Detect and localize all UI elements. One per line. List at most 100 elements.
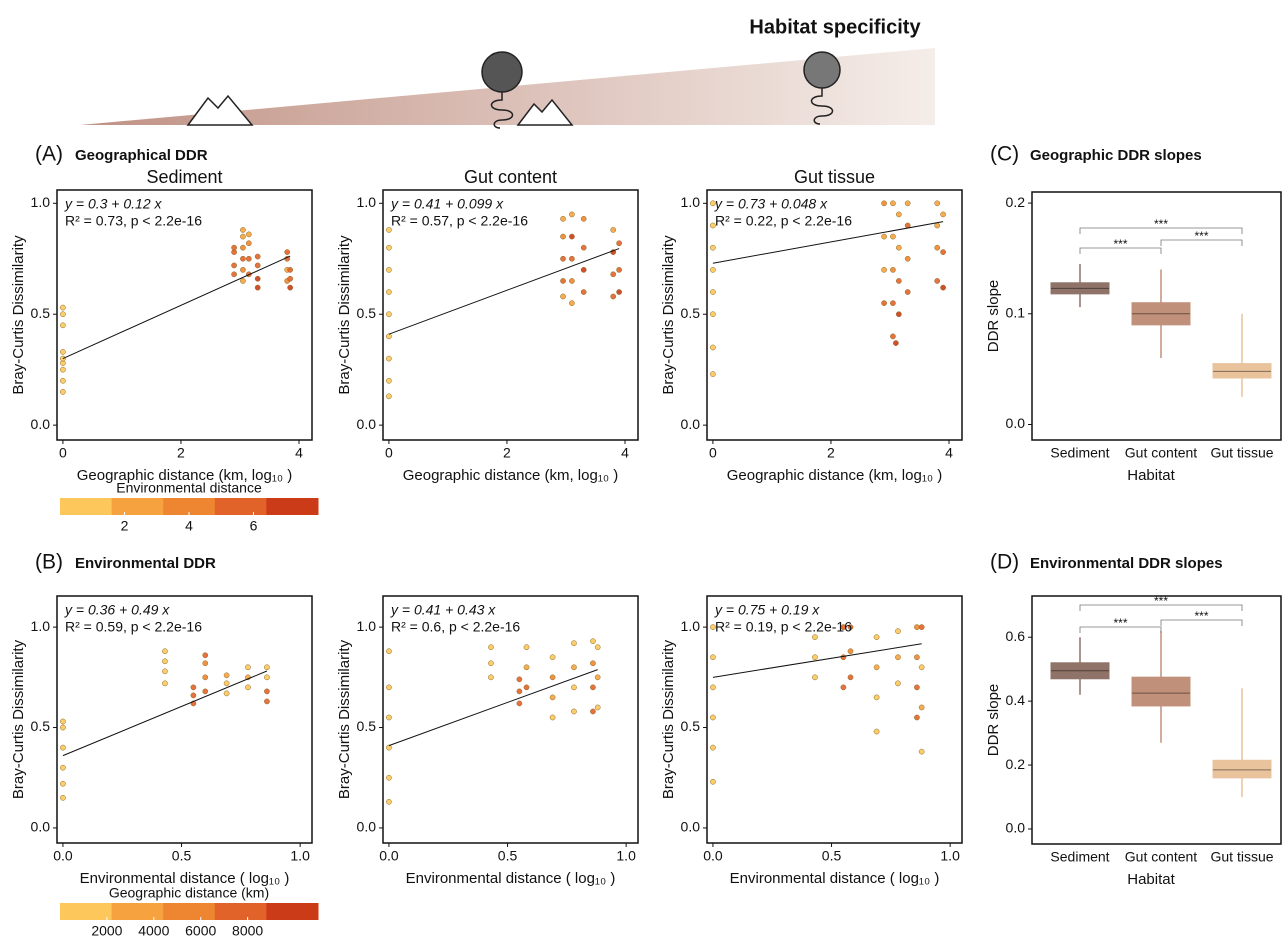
point	[386, 333, 392, 340]
x-tick-label: 2	[827, 445, 835, 461]
point	[890, 267, 896, 273]
panel-letter: (C)	[990, 143, 1019, 166]
y-tick-label: 1.0	[31, 194, 51, 210]
x-tick-label: Gut content	[1125, 849, 1197, 865]
y-tick-label: 0.0	[1006, 415, 1026, 431]
point	[245, 240, 252, 247]
point	[386, 227, 392, 233]
point	[890, 300, 896, 306]
x-axis-label: Geographic distance (km, log₁₀ )	[403, 467, 619, 484]
point	[240, 255, 246, 262]
x-tick-label: 4	[295, 445, 303, 461]
point	[488, 644, 494, 651]
point	[231, 271, 237, 278]
x-tick-label: 2	[503, 445, 511, 461]
point	[890, 233, 896, 240]
point	[549, 654, 556, 661]
point	[580, 267, 587, 273]
x-tick-label: 0.0	[703, 848, 723, 864]
point	[840, 684, 847, 691]
equation: R² = 0.6, p < 2.2e-16	[391, 619, 520, 635]
point	[710, 222, 716, 229]
point	[840, 654, 847, 661]
point	[594, 704, 601, 711]
y-axis-label: Bray-Curtis Dissimilarity	[336, 235, 353, 395]
point	[881, 300, 887, 306]
y-tick-label: 0.5	[31, 305, 51, 321]
point	[386, 744, 392, 751]
fit-line	[712, 221, 944, 264]
point	[287, 284, 294, 291]
sediment-icon	[516, 98, 574, 126]
point	[190, 692, 197, 699]
point	[523, 644, 530, 651]
y-axis-label: DDR slope	[985, 684, 1002, 757]
x-tick-label: Gut tissue	[1210, 445, 1273, 461]
significance-label: ***	[1154, 594, 1168, 608]
y-tick-label: 0.6	[1006, 628, 1026, 644]
point	[895, 628, 901, 634]
gut-icon	[490, 92, 514, 129]
point	[881, 267, 887, 273]
x-tick-label: 4	[945, 445, 953, 461]
point	[890, 200, 896, 207]
point	[571, 664, 577, 671]
point	[847, 674, 854, 681]
y-axis-label: Bray-Curtis Dissimilarity	[10, 639, 27, 799]
point	[914, 654, 920, 661]
point	[516, 688, 523, 695]
point	[710, 654, 716, 661]
gut-icon	[810, 88, 834, 125]
point	[812, 634, 818, 641]
point	[240, 278, 246, 284]
point	[254, 275, 261, 282]
point	[569, 211, 575, 218]
y-axis-label: DDR slope	[985, 280, 1002, 353]
point	[523, 684, 530, 691]
point	[873, 728, 880, 735]
point	[569, 278, 575, 284]
colorbar-segment	[214, 498, 267, 515]
point	[580, 215, 587, 222]
x-tick-label: 0.5	[822, 848, 842, 864]
point	[264, 674, 270, 681]
point	[812, 674, 818, 681]
equation: y = 0.41 + 0.099 x	[390, 196, 504, 212]
colorbar-segment	[60, 498, 113, 515]
significance-label: ***	[1113, 237, 1127, 251]
point	[231, 244, 237, 251]
point	[60, 304, 66, 311]
point	[287, 267, 294, 273]
point	[240, 267, 246, 273]
point	[386, 648, 392, 655]
panel-letter: (B)	[35, 551, 63, 574]
point	[940, 211, 946, 218]
equation: y = 0.73 + 0.048 x	[714, 196, 828, 212]
colorbar-tick-label: 4	[185, 518, 193, 534]
y-tick-label: 0.5	[31, 718, 51, 734]
point	[873, 694, 880, 701]
point	[240, 244, 246, 251]
point	[254, 253, 261, 260]
chart-title: Sediment	[146, 167, 222, 187]
point	[202, 652, 209, 659]
equation: R² = 0.59, p < 2.2e-16	[65, 619, 202, 635]
chart-title: Gut content	[464, 167, 557, 187]
point	[386, 289, 392, 295]
box	[1050, 282, 1110, 295]
point	[873, 664, 880, 671]
header-title: Habitat specificity	[749, 16, 921, 38]
point	[488, 660, 494, 667]
equation: R² = 0.19, p < 2.2e-16	[715, 619, 852, 635]
point	[710, 344, 716, 351]
x-axis-label: Geographic distance (km, log₁₀ )	[727, 467, 943, 484]
panel-letter: (D)	[990, 551, 1019, 574]
point	[223, 690, 230, 697]
y-tick-label: 0.5	[681, 305, 701, 321]
urchin-icon	[803, 51, 841, 89]
point	[934, 200, 941, 207]
point	[940, 249, 946, 255]
significance-label: ***	[1194, 609, 1208, 623]
point	[264, 698, 270, 705]
point	[918, 748, 925, 755]
